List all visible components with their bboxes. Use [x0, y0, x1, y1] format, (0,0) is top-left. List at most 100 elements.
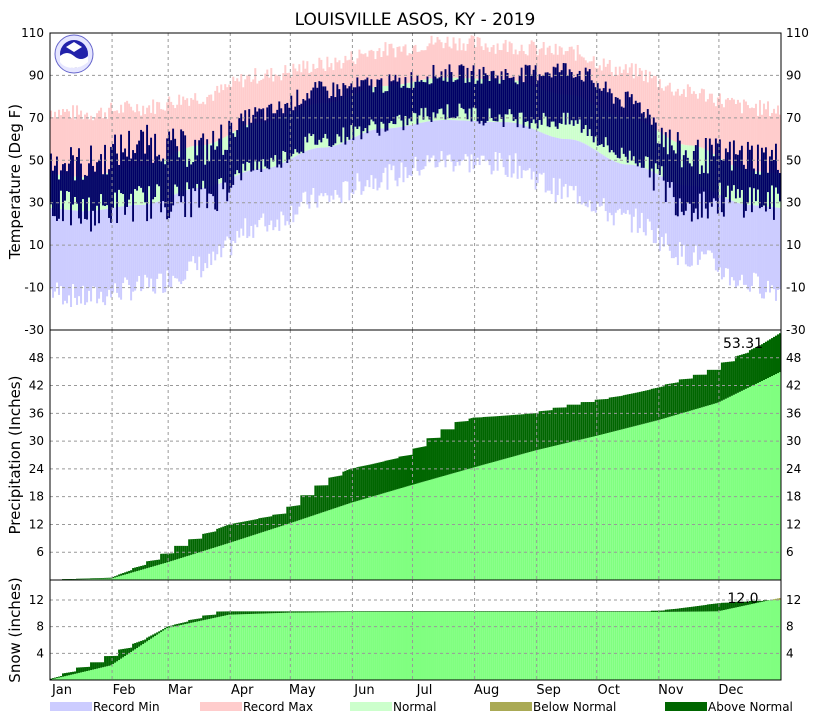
snow-normal-bar — [676, 611, 679, 680]
precip-normal-bar — [152, 566, 155, 580]
snow-normal-bar — [588, 612, 591, 680]
record-min-bar — [568, 139, 571, 186]
precip-above-bar — [254, 519, 257, 535]
precip-normal-bar — [734, 393, 737, 580]
precip-above-bar — [494, 416, 497, 462]
record-min-bar — [336, 144, 339, 195]
record-max-bar — [254, 68, 257, 123]
snow-normal-bar — [388, 612, 391, 680]
snow-normal-bar — [194, 621, 197, 680]
record-max-bar — [606, 63, 609, 112]
snow-above-bar — [374, 611, 377, 612]
observed-temp-bar — [646, 109, 649, 158]
snow-above-bar — [104, 656, 107, 667]
snow-normal-bar — [154, 636, 157, 680]
precip-above-bar — [338, 475, 341, 507]
snow-above-bar — [130, 647, 133, 652]
record-max-bar — [446, 36, 449, 78]
snow-normal-bar — [428, 612, 431, 680]
precip-above-bar — [428, 438, 431, 480]
precip-normal-bar — [650, 421, 653, 580]
record-min-bar — [290, 158, 293, 206]
precip-above-bar — [686, 378, 689, 412]
precip-normal-bar — [96, 578, 99, 580]
record-min-bar — [232, 177, 235, 242]
record-min-bar — [512, 122, 515, 174]
precip-normal-bar — [738, 391, 741, 580]
precip-above-bar — [160, 553, 163, 565]
record-min-bar — [404, 126, 407, 168]
snow-normal-bar — [556, 612, 559, 680]
snow-above-bar — [84, 667, 87, 672]
precip-normal-bar — [702, 406, 705, 580]
precip-above-bar — [666, 384, 669, 418]
precip-above-bar — [694, 374, 697, 410]
snow-normal-bar — [308, 612, 311, 680]
record-max-bar — [738, 102, 741, 169]
snow-above-bar — [522, 611, 525, 612]
snow-normal-bar — [522, 612, 525, 680]
record-min-bar — [564, 139, 567, 185]
snow-above-bar — [706, 604, 709, 612]
snow-normal-bar — [236, 614, 239, 680]
record-max-bar — [732, 99, 735, 167]
record-max-bar — [710, 93, 713, 153]
observed-temp-bar — [62, 164, 64, 222]
record-min-bar — [764, 206, 767, 293]
precip-normal-bar — [652, 421, 655, 580]
precip-normal-bar — [458, 471, 461, 580]
precip-above-bar — [648, 389, 651, 423]
normal-bar — [680, 144, 683, 185]
record-max-bar — [530, 40, 533, 86]
snow-above-bar — [564, 611, 567, 612]
precip-above-bar — [380, 461, 383, 494]
snow-normal-bar — [190, 622, 193, 680]
observed-temp-bar — [312, 87, 315, 135]
observed-temp-bar — [448, 64, 451, 119]
record-min-bar — [738, 203, 741, 281]
record-min-bar — [398, 127, 401, 178]
record-max-bar — [258, 80, 261, 123]
snow-normal-bar — [164, 629, 167, 680]
snow-above-bar — [502, 611, 505, 612]
record-max-bar — [762, 103, 765, 173]
observed-temp-bar — [590, 80, 593, 137]
snow-above-bar — [168, 626, 171, 628]
record-max-bar — [718, 93, 721, 158]
precip-above-bar — [460, 421, 463, 471]
precip-normal-bar — [380, 493, 383, 580]
observed-temp-bar — [186, 166, 189, 183]
snow-normal-bar — [710, 611, 713, 680]
precip-normal-bar — [704, 406, 707, 580]
snow-above-bar — [550, 611, 553, 612]
snow-above-bar — [80, 667, 83, 673]
precip-above-bar — [580, 402, 583, 440]
snow-above-bar — [404, 611, 407, 612]
snow-normal-bar — [538, 612, 541, 680]
precip-above-bar — [476, 417, 479, 467]
normal-bar — [702, 148, 705, 189]
observed-temp-bar — [162, 158, 165, 202]
snow-above-bar — [634, 611, 637, 612]
snow-normal-bar — [532, 612, 535, 680]
observed-temp-bar — [436, 78, 439, 114]
precip-above-bar — [398, 456, 401, 489]
precip-normal-bar — [272, 528, 275, 580]
snow-normal-bar — [348, 612, 351, 680]
record-max-bar — [766, 101, 769, 173]
record-max-bar — [772, 108, 775, 174]
record-min-bar — [546, 134, 549, 191]
snow-normal-bar — [126, 654, 129, 680]
record-min-bar — [392, 127, 395, 166]
snow-above-bar — [660, 610, 663, 612]
precip-normal-bar — [570, 441, 573, 580]
precip-normal-bar — [558, 444, 561, 580]
snow-normal-bar — [208, 618, 211, 680]
precip-normal-bar — [418, 482, 421, 580]
precip-above-bar — [260, 517, 263, 533]
temp-tick-label-right: 30 — [786, 196, 801, 210]
observed-temp-bar — [540, 76, 543, 125]
snow-above-bar — [408, 611, 411, 612]
snow-above-bar — [440, 611, 443, 612]
precip-normal-bar — [752, 384, 755, 580]
